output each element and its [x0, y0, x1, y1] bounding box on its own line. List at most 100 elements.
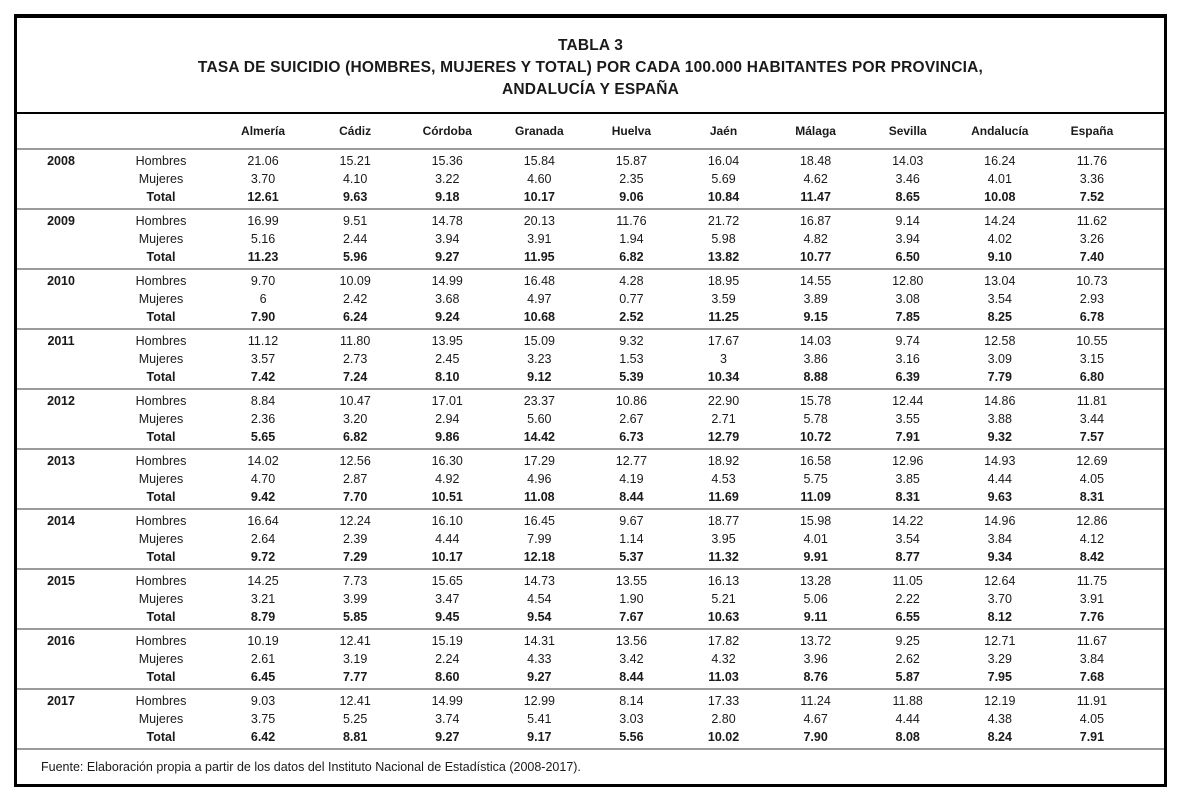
- value-cell: 18.92: [707, 454, 740, 468]
- value-cell: 10.72: [799, 430, 832, 444]
- value-cell: 17.67: [707, 334, 740, 348]
- value-cell: 5.87: [895, 670, 920, 684]
- value-cell: 17.29: [523, 454, 555, 468]
- table-header: Almería Cádiz Córdoba Granada Huelva Jaén Mála…: [17, 114, 1164, 149]
- value-cell: 8.44: [619, 490, 644, 504]
- table-title-block: TABLA 3 TASA DE SUICIDIO (HOMBRES, MUJER…: [17, 18, 1164, 114]
- column-header: España: [1070, 124, 1114, 138]
- value-cell: 12.61: [247, 190, 279, 204]
- year-label: 2010: [47, 274, 75, 288]
- value-cell: 11.47: [800, 190, 831, 204]
- value-cell: 11.75: [1076, 574, 1108, 588]
- value-cell: 11.81: [1076, 394, 1108, 408]
- value-cell: 14.96: [984, 514, 1016, 528]
- value-cell: 9.51: [342, 214, 368, 228]
- year-label: 2012: [47, 394, 75, 408]
- value-cell: 3.89: [803, 292, 828, 306]
- value-cell: 8.60: [435, 670, 460, 684]
- row-pad: [1138, 569, 1164, 590]
- row-pad: [1138, 689, 1164, 710]
- value-cell: 18.95: [707, 274, 740, 288]
- value-cell: 8.81: [342, 730, 368, 744]
- value-cell: 3.94: [895, 232, 920, 246]
- value-cell: 15.21: [339, 154, 371, 168]
- row-label: Mujeres: [138, 172, 184, 186]
- value-cell: 11.09: [800, 490, 831, 504]
- year-block: 2014 Hombres 16.64 12.24 16.10 16.45 9.67 18.77…: [17, 509, 1164, 569]
- value-cell: 10.34: [707, 370, 740, 384]
- value-cell: 9.10: [987, 250, 1012, 264]
- year-label: 2009: [47, 214, 75, 228]
- table-card: TABLA 3 TASA DE SUICIDIO (HOMBRES, MUJER…: [14, 14, 1167, 787]
- value-cell: 4.92: [435, 472, 460, 486]
- value-cell: 9.15: [803, 310, 828, 324]
- value-cell: 10.68: [523, 310, 555, 324]
- value-cell: 3.19: [342, 652, 368, 666]
- row-pad: [1138, 230, 1164, 248]
- value-cell: 5.56: [619, 730, 644, 744]
- value-cell: 3.59: [711, 292, 736, 306]
- value-cell: 3.22: [435, 172, 460, 186]
- value-cell: 6.45: [250, 670, 276, 684]
- value-cell: 16.45: [523, 514, 555, 528]
- value-cell: 3.95: [711, 532, 736, 546]
- value-cell: 16.04: [707, 154, 740, 168]
- value-cell: 14.93: [984, 454, 1016, 468]
- value-cell: 10.51: [431, 490, 463, 504]
- year-label: 2008: [47, 154, 75, 168]
- value-cell: 4.38: [987, 712, 1012, 726]
- value-cell: 7.95: [987, 670, 1012, 684]
- value-cell: 4.54: [527, 592, 552, 606]
- table-row: 2015 Hombres 14.25 7.73 15.65 14.73 13.55 16.13…: [17, 569, 1164, 590]
- value-cell: 2.94: [435, 412, 460, 426]
- value-cell: 2.80: [711, 712, 736, 726]
- value-cell: 3.85: [895, 472, 920, 486]
- value-cell: 5.21: [711, 592, 736, 606]
- value-cell: 7.76: [1079, 610, 1105, 624]
- value-cell: 12.44: [892, 394, 924, 408]
- value-cell: 3.99: [342, 592, 368, 606]
- row-label: Hombres: [135, 334, 187, 348]
- year-label: [17, 530, 105, 548]
- value-cell: 11.08: [524, 490, 555, 504]
- value-cell: 14.25: [247, 574, 279, 588]
- value-cell: 14.73: [523, 574, 555, 588]
- value-cell: 9.42: [250, 490, 276, 504]
- value-cell: 8.42: [1079, 550, 1105, 564]
- value-cell: 5.06: [803, 592, 828, 606]
- year-block: 2013 Hombres 14.02 12.56 16.30 17.29 12.77 18.9…: [17, 449, 1164, 509]
- row-label: Total: [146, 490, 176, 504]
- value-cell: 14.22: [892, 514, 924, 528]
- year-label: [17, 608, 105, 629]
- value-cell: 7.90: [250, 310, 276, 324]
- value-cell: 4.44: [895, 712, 920, 726]
- row-label: Hombres: [135, 154, 187, 168]
- table-row: Total 6.45 7.77 8.60 9.27 8.44 11.03 8.76 5.87 7.…: [17, 668, 1164, 689]
- year-label: [17, 410, 105, 428]
- value-cell: 12.77: [615, 454, 648, 468]
- value-cell: 7.73: [342, 574, 368, 588]
- value-cell: 12.24: [339, 514, 371, 528]
- value-cell: 5.39: [619, 370, 644, 384]
- row-label: Total: [146, 670, 176, 684]
- year-block: 2015 Hombres 14.25 7.73 15.65 14.73 13.55 16.13…: [17, 569, 1164, 629]
- year-label: [17, 728, 105, 748]
- value-cell: 3.16: [895, 352, 920, 366]
- value-cell: 8.08: [895, 730, 920, 744]
- value-cell: 4.60: [527, 172, 552, 186]
- value-cell: 12.56: [339, 454, 371, 468]
- value-cell: 14.42: [523, 430, 555, 444]
- year-label: [17, 368, 105, 389]
- value-cell: 7.40: [1079, 250, 1105, 264]
- year-block: 2009 Hombres 16.99 9.51 14.78 20.13 11.76 21.72…: [17, 209, 1164, 269]
- value-cell: 14.55: [799, 274, 832, 288]
- value-cell: 7.24: [342, 370, 368, 384]
- value-cell: 5.96: [342, 250, 368, 264]
- value-cell: 12.80: [892, 274, 924, 288]
- year-label: [17, 470, 105, 488]
- value-cell: 4.05: [1079, 712, 1105, 726]
- value-cell: 4.12: [1079, 532, 1105, 546]
- value-cell: 8.77: [895, 550, 920, 564]
- value-cell: 12.64: [984, 574, 1016, 588]
- value-cell: 5.98: [711, 232, 736, 246]
